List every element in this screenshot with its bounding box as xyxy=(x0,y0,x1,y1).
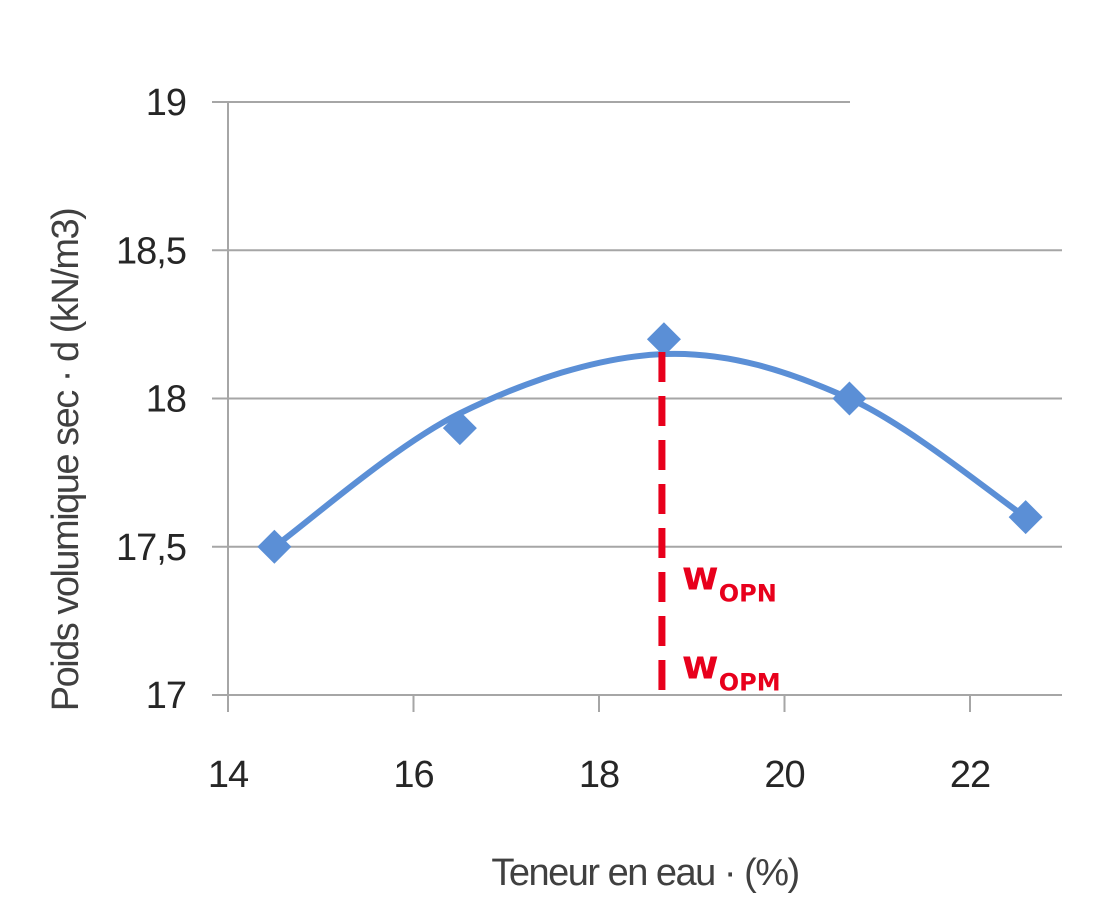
x-tick-label: 14 xyxy=(208,754,249,796)
y-tick-label: 19 xyxy=(146,82,186,124)
data-point-diamond xyxy=(1008,500,1043,535)
grid-layer xyxy=(228,101,1062,548)
data-point-diamond xyxy=(442,411,477,446)
optimum-label-main: w xyxy=(682,643,719,689)
data-point-diamond xyxy=(646,322,681,357)
x-tick-label: 20 xyxy=(764,754,804,796)
y-tick-label: 18 xyxy=(146,379,186,421)
data-point-diamond xyxy=(257,529,292,564)
axis-layer xyxy=(212,101,1062,712)
trendline-curve xyxy=(271,350,1029,550)
x-tick-label: 18 xyxy=(579,754,619,796)
x-tick-label: 22 xyxy=(950,754,990,796)
optimum-label-subscript: OPN xyxy=(719,580,777,608)
trendline-layer xyxy=(271,350,1029,550)
data-point-diamond xyxy=(832,381,867,416)
optimum-label: wOPN xyxy=(682,554,777,608)
y-axis-title: Poids volumique sec · d (kN/m3) xyxy=(45,209,87,712)
y-tick-label: 17,5 xyxy=(116,527,186,569)
optimum-label-subscript: OPM xyxy=(719,669,781,697)
x-axis-title: Teneur en eau · (%) xyxy=(491,852,798,894)
tick-labels: 17 17,5 18 18,5 19 14 16 18 20 22 xyxy=(116,82,991,796)
optimum-label-main: w xyxy=(682,554,719,600)
y-tick-label: 17 xyxy=(146,675,186,717)
optimum-label: wOPM xyxy=(682,643,781,697)
x-tick-label: 16 xyxy=(393,754,433,796)
marker-layer xyxy=(257,322,1043,564)
y-tick-label: 18,5 xyxy=(116,230,186,272)
